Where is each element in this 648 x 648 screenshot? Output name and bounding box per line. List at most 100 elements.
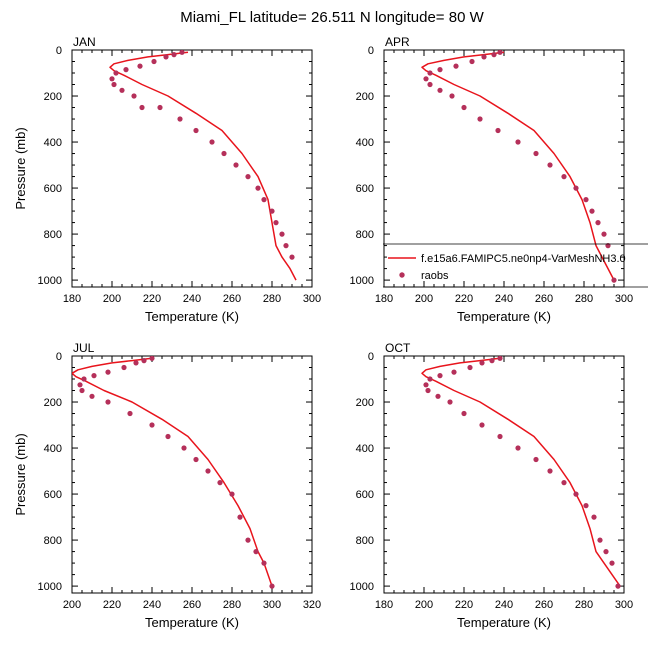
obs-point (583, 197, 589, 203)
obs-point (127, 410, 133, 417)
obs-point (81, 376, 87, 382)
obs-point (137, 63, 143, 69)
obs-point (561, 480, 567, 486)
obs-point (481, 54, 487, 60)
obs-point (515, 445, 521, 451)
x-tick-label: 300 (303, 293, 321, 305)
obs-point (469, 58, 475, 65)
x-tick-label: 300 (263, 599, 281, 611)
obs-point (601, 231, 607, 237)
obs-point (261, 197, 267, 203)
y-tick-label: 400 (44, 137, 62, 149)
obs-point (269, 583, 275, 589)
obs-point (273, 220, 279, 226)
obs-point (477, 116, 483, 122)
obs-point (123, 67, 129, 73)
y-tick-label: 600 (356, 183, 374, 195)
obs-point (427, 376, 433, 382)
y-tick-label: 400 (356, 443, 374, 455)
obs-point (157, 104, 163, 111)
obs-point (179, 50, 185, 55)
obs-point (489, 358, 495, 364)
obs-point (111, 81, 117, 88)
y-tick-label: 1000 (350, 581, 374, 593)
y-tick-label: 200 (44, 91, 62, 103)
obs-point (105, 399, 111, 405)
model-line (421, 51, 615, 281)
x-tick-label: 200 (415, 599, 433, 611)
obs-point (497, 433, 503, 440)
x-tick-label: 260 (183, 599, 201, 611)
obs-point (133, 360, 139, 366)
obs-point (255, 185, 261, 191)
obs-point (109, 76, 115, 82)
plot-area (72, 356, 275, 589)
obs-point (245, 537, 251, 543)
obs-point (533, 456, 539, 463)
obs-point (491, 52, 497, 58)
obs-point (221, 150, 227, 157)
obs-point (131, 93, 137, 99)
panel-label: OCT (385, 341, 411, 355)
obs-point (467, 364, 473, 371)
x-axis-label: Temperature (K) (457, 615, 551, 630)
obs-point (91, 373, 97, 379)
y-axis-label: Pressure (mb) (13, 127, 28, 209)
obs-point (139, 104, 145, 111)
obs-point (229, 491, 235, 497)
y-tick-label: 600 (44, 183, 62, 195)
y-tick-label: 1000 (38, 275, 62, 287)
obs-point (121, 364, 127, 371)
y-tick-label: 800 (356, 535, 374, 547)
plot-frame (71, 49, 313, 288)
obs-point (149, 422, 155, 428)
obs-point (193, 127, 199, 134)
obs-point (597, 537, 603, 543)
y-tick-label: 0 (56, 351, 62, 363)
obs-point (453, 63, 459, 69)
plot-area (421, 50, 617, 283)
panel-label: JAN (73, 35, 96, 49)
obs-point (437, 67, 443, 73)
obs-point (497, 50, 503, 55)
legend-obs-label: raobs (421, 270, 449, 282)
obs-point (427, 70, 433, 76)
panel-label: JUL (73, 341, 95, 355)
y-tick-label: 600 (356, 489, 374, 501)
obs-point (591, 514, 597, 520)
y-tick-label: 0 (368, 45, 374, 57)
obs-point (573, 185, 579, 191)
obs-point (479, 360, 485, 366)
obs-point (611, 277, 617, 283)
obs-point (497, 356, 503, 361)
obs-point (449, 93, 455, 99)
obs-point (283, 243, 289, 249)
obs-point (461, 104, 467, 111)
x-tick-label: 200 (63, 599, 81, 611)
obs-point (269, 208, 275, 214)
obs-point (209, 139, 215, 145)
obs-point (595, 220, 601, 226)
obs-point (423, 382, 429, 388)
x-tick-label: 240 (183, 293, 201, 305)
obs-point (533, 150, 539, 157)
x-tick-label: 260 (535, 599, 553, 611)
y-tick-label: 1000 (350, 275, 374, 287)
obs-point (237, 514, 243, 520)
obs-point (447, 399, 453, 405)
x-tick-label: 200 (415, 293, 433, 305)
obs-point (451, 369, 457, 375)
obs-point (233, 162, 239, 168)
panel-label: APR (385, 35, 410, 49)
panel-jul: JUL 200 220 240 260 280 300 320 0 200 400 600 800 100… (13, 341, 321, 630)
obs-point (573, 491, 579, 497)
obs-point (205, 468, 211, 474)
x-tick-label: 300 (615, 293, 633, 305)
x-tick-label: 240 (143, 599, 161, 611)
obs-point (603, 549, 609, 555)
obs-point (89, 393, 95, 399)
panel-jan: JAN 180 200 220 240 260 280 300 0 200 400 600 800 100… (13, 35, 321, 324)
panel-oct: OCT 180 200 220 240 260 280 300 0 200 400 600 800 100… (350, 341, 634, 630)
obs-point (615, 583, 621, 589)
x-tick-label: 300 (615, 599, 633, 611)
